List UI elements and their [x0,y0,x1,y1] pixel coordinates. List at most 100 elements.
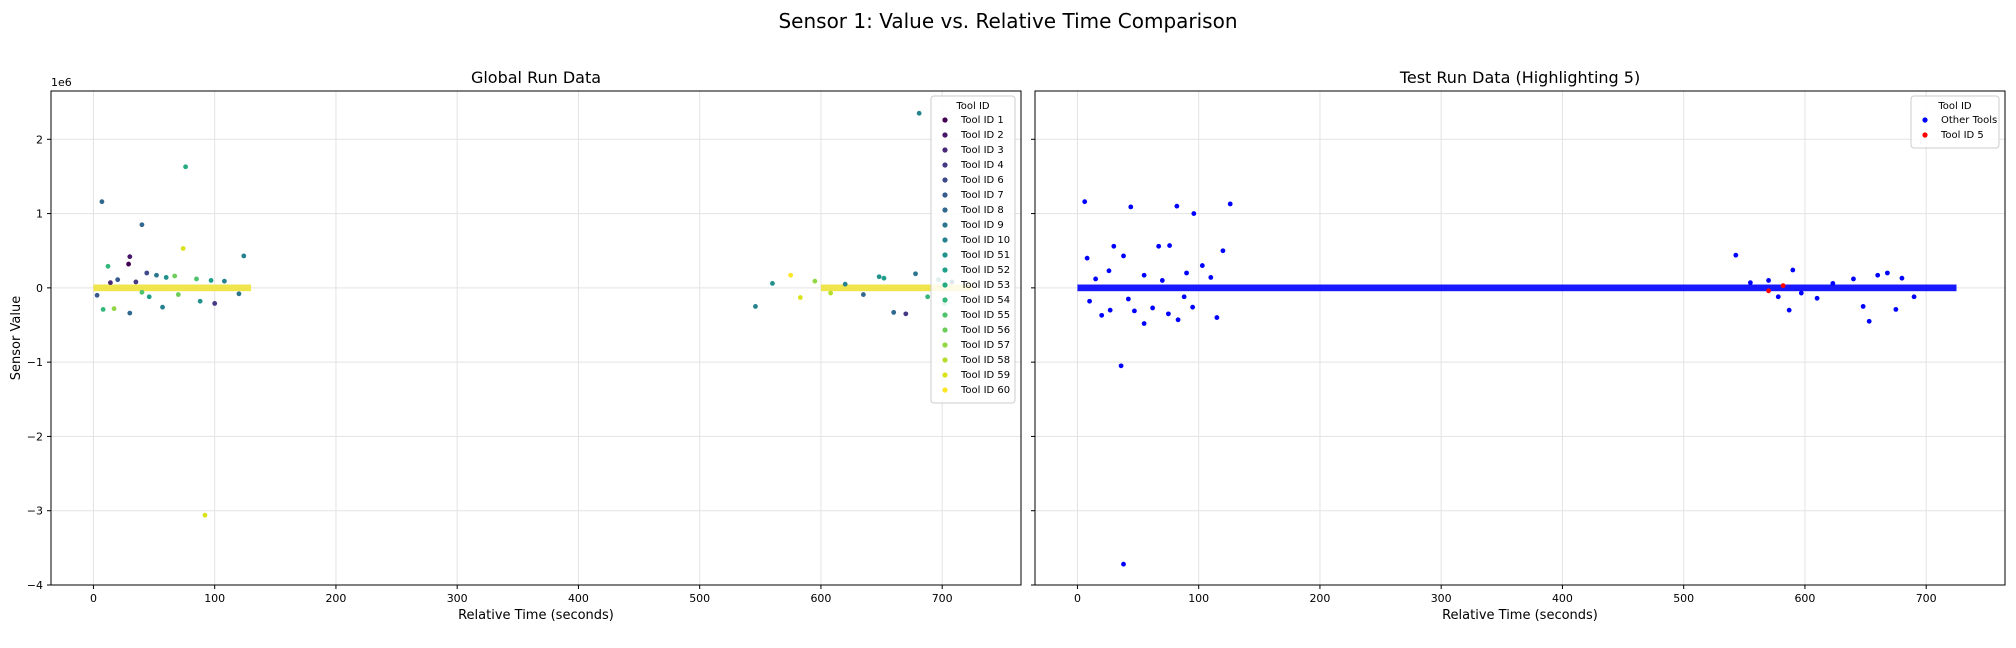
data-point [105,263,111,269]
legend-marker [942,282,948,288]
dense-point-band [1077,284,1957,292]
data-point [1167,243,1172,248]
legend-marker [942,342,948,348]
data-point [99,199,105,205]
x-tick-label: 0 [1074,592,1081,605]
x-tick-label: 300 [1431,592,1452,605]
legend: Tool ID Tool ID 1 Tool ID 2 Tool ID 3 Tool I… [930,95,1016,404]
data-point [1121,561,1126,567]
data-point [891,309,897,315]
data-point [1851,276,1856,282]
legend-label: Tool ID 60 [960,385,1010,396]
legend-marker [942,252,948,258]
data-point [1125,296,1131,302]
legend-label: Tool ID 51 [960,250,1010,261]
data-point [1082,199,1088,205]
legend-label: Tool ID 2 [960,130,1004,141]
data-point [812,278,818,284]
x-axis-label: Relative Time (seconds) [1442,608,1598,623]
x-tick-label: 200 [325,592,346,605]
x-tick-label: 500 [689,592,710,605]
legend-box [930,95,1016,404]
legend-marker [942,357,948,363]
data-point [202,512,208,518]
data-point [876,274,882,280]
legend-marker [942,147,948,153]
data-point [881,275,887,281]
x-tick-label: 400 [568,592,589,605]
data-point [1111,243,1117,249]
data-point [115,277,121,283]
data-point [1184,270,1189,276]
legend-marker [942,327,948,333]
data-point [1733,252,1739,258]
x-tick-label: 200 [1309,592,1330,605]
x-tick-label: 500 [1673,592,1694,605]
legend-marker [942,372,948,378]
data-point [1118,363,1124,369]
data-point [133,279,139,285]
data-point [1899,275,1905,281]
data-point [175,292,181,297]
data-point [241,253,247,259]
y-offset-label: 1e6 [51,76,72,89]
data-point [126,261,131,267]
data-point [842,281,848,287]
legend-marker [942,192,948,198]
data-point [1191,211,1197,216]
data-point [1093,276,1099,282]
y-tick-label: 1 [36,208,43,221]
data-point [163,275,169,280]
data-point [1099,312,1105,318]
legend-marker [942,267,948,273]
legend-label: Tool ID 56 [960,325,1010,336]
legend-label: Tool ID 59 [960,370,1010,381]
legend-label: Other Tools [1941,115,1997,126]
data-point [1084,255,1090,261]
data-point [111,306,117,312]
data-point [1175,317,1181,323]
data-point [1087,298,1092,304]
legend-label: Tool ID 54 [960,295,1010,306]
data-point [916,110,922,116]
data-point [1150,305,1156,311]
axes-frame [1034,90,2006,586]
data-point [1775,294,1781,300]
legend-label: Tool ID 6 [960,175,1004,186]
legend-marker [942,297,948,303]
data-point [1214,315,1220,320]
x-tick-label: 600 [1794,592,1815,605]
y-tick-label: −1 [27,356,43,369]
legend-title: Tool ID [1937,101,1972,112]
x-tick-label: 100 [1188,592,1209,605]
data-point [1208,275,1214,280]
data-point [788,272,794,278]
axes-frame [50,90,1022,586]
legend-label: Tool ID 5 [1940,130,1984,141]
dense-point-band [93,284,252,292]
y-tick-label: 0 [36,282,43,295]
y-tick-label: −3 [27,505,43,518]
data-point [1766,278,1771,283]
data-point [1766,288,1771,294]
data-point [197,298,203,304]
y-axis-label: Sensor Value [9,296,24,380]
data-point [144,270,150,276]
x-tick-label: 700 [932,592,953,605]
x-tick-label: 400 [1552,592,1573,605]
data-point [172,273,178,279]
x-tick-label: 600 [810,592,831,605]
data-point [1190,304,1196,310]
data-point [180,246,186,251]
data-point [94,292,100,298]
data-point [139,222,145,228]
legend-marker [1922,132,1928,138]
x-tick-label: 0 [90,592,97,605]
data-point [1747,280,1753,286]
data-point [212,301,218,306]
legend-box [1910,95,2000,149]
data-point [1866,318,1872,324]
data-point [100,307,106,312]
y-tick-label: −2 [27,430,43,443]
